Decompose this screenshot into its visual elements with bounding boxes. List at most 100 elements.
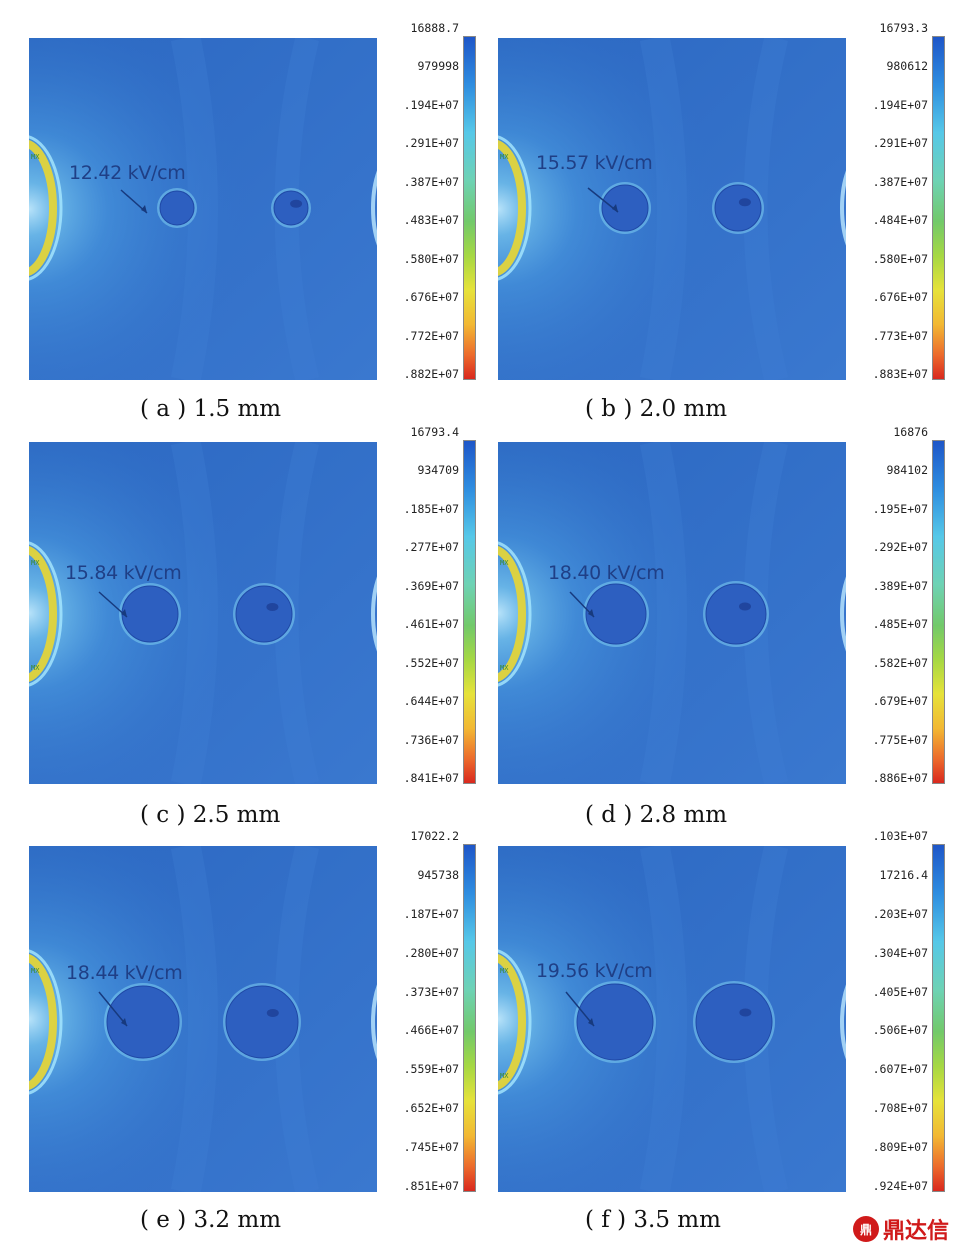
field-plot: MX 18.44 kV/cm [29,846,377,1192]
scale-tick-label: .292E+07 [872,540,928,555]
mx-marker: MX [31,967,40,975]
field-strength-callout: 18.44 kV/cm [66,962,183,984]
publisher-logo: 鼎 鼎达信 [853,1213,949,1245]
mx-marker: MX [500,664,509,672]
left-field-glow [498,846,846,1192]
electrode-glow-right [840,170,846,246]
logo-mark: 鼎 [853,1216,879,1242]
scale-tick-label: .483E+07 [403,213,459,228]
scale-tick-label: .291E+07 [872,136,928,151]
mx-marker: MX [500,967,509,975]
electrode-glow-left [29,949,63,1095]
scale-tick-label: 16888.7 [410,21,459,35]
scale-tick-label: .580E+07 [403,251,459,266]
left-field-glow [29,846,377,1192]
conductor-2 [273,190,309,226]
scale-tick-label: .185E+07 [403,501,459,516]
callout-arrow [565,991,595,1027]
field-plot: MX 12.42 kV/cm [29,38,377,380]
field-strength-callout: 18.40 kV/cm [548,562,665,584]
electrode-glow-left [498,135,532,281]
scale-tick-label: .679E+07 [872,694,928,709]
scale-tick-label: 984102 [886,463,928,478]
panel-caption: ( f ) 3.5 mm [585,1207,721,1233]
scale-tick-label: .194E+07 [872,97,928,112]
scale-tick-label: .194E+07 [403,97,459,112]
scale-tick-label: .708E+07 [872,1101,928,1116]
scale-tick-label: .484E+07 [872,213,928,228]
color-scale-bar [463,844,476,1192]
scale-tick-label: .772E+07 [403,328,459,343]
panel-caption: ( d ) 2.8 mm [585,802,728,828]
electrode-glow-left [498,949,532,1095]
conductor-spot [739,602,751,611]
conductor-spot [290,199,303,208]
scale-tick-label: .187E+07 [403,906,459,921]
electrode-glow-left [498,541,532,687]
conductor-2 [695,983,773,1061]
scale-tick-label: .387E+07 [403,174,459,189]
scale-tick-label: 934709 [417,463,459,478]
scale-tick-label: .886E+07 [872,771,928,785]
conductor-2 [705,583,767,645]
scale-tick-label: .291E+07 [403,136,459,151]
conductor-1 [601,184,649,232]
conductor-2 [235,585,293,643]
scale-tick-label: .882E+07 [403,367,459,381]
scale-tick-label: .203E+07 [872,906,928,921]
color-scale-bar [463,440,476,784]
mx-marker: MX [500,559,509,567]
electrode-hotspot-left [498,954,526,1090]
panel-caption: ( a ) 1.5 mm [140,396,282,422]
arrowhead [121,609,127,617]
scale-tick-label: .559E+07 [403,1062,459,1077]
scale-tick-label: .883E+07 [872,367,928,381]
logo-text: 鼎达信 [883,1219,950,1244]
mx-marker: MX [500,153,509,161]
scale-tick-label: .277E+07 [403,540,459,555]
arrowhead [121,1018,127,1026]
field-strength-callout: 15.84 kV/cm [65,562,182,584]
scale-tick-label: .373E+07 [403,984,459,999]
electrode-glow-right [371,576,377,652]
left-field-glow [498,442,846,784]
scale-tick-label: .775E+07 [872,732,928,747]
scale-tick-label: .652E+07 [403,1101,459,1116]
field-plot: MX MX 18.40 kV/cm [498,442,846,784]
color-scale-bar [932,440,945,784]
electrode-hotspot-left [498,546,526,682]
scale-tick-label: .103E+07 [872,829,928,843]
scale-tick-label: .369E+07 [403,578,459,593]
mx-marker: MX [500,1072,509,1080]
scale-tick-label: .607E+07 [872,1062,928,1077]
scale-tick-label: .506E+07 [872,1023,928,1038]
scale-tick-label: 17216.4 [879,867,928,882]
electrode-glow-left [29,135,63,281]
electrode-glow-right [371,170,377,246]
electrode-glow-right [371,984,377,1060]
scale-tick-label: .466E+07 [403,1023,459,1038]
scale-tick-label: 979998 [417,59,459,74]
electrode-glow-right [840,576,846,652]
arrowhead [141,205,147,213]
scale-tick-label: .676E+07 [403,290,459,305]
left-field-glow [29,38,377,380]
field-plot: MX MX 19.56 kV/cm [498,846,846,1192]
panel-caption: ( b ) 2.0 mm [585,396,728,422]
arrowhead [612,204,618,212]
scale-tick-label: .387E+07 [872,174,928,189]
conductor-spot [738,198,751,207]
field-strength-callout: 15.57 kV/cm [536,152,653,174]
conductor-2 [714,184,762,232]
electrode-hotspot-left [29,140,57,276]
scale-tick-label: .773E+07 [872,328,928,343]
scale-tick-label: .736E+07 [403,732,459,747]
scale-tick-label: 945738 [417,867,459,882]
conductor-2 [225,985,299,1059]
scale-tick-label: .582E+07 [872,655,928,670]
conductor-1 [159,190,195,226]
mx-marker: MX [31,153,40,161]
electrode-hotspot-left [29,546,57,682]
scale-tick-label: .461E+07 [403,617,459,632]
conductor-spot [266,1009,279,1017]
